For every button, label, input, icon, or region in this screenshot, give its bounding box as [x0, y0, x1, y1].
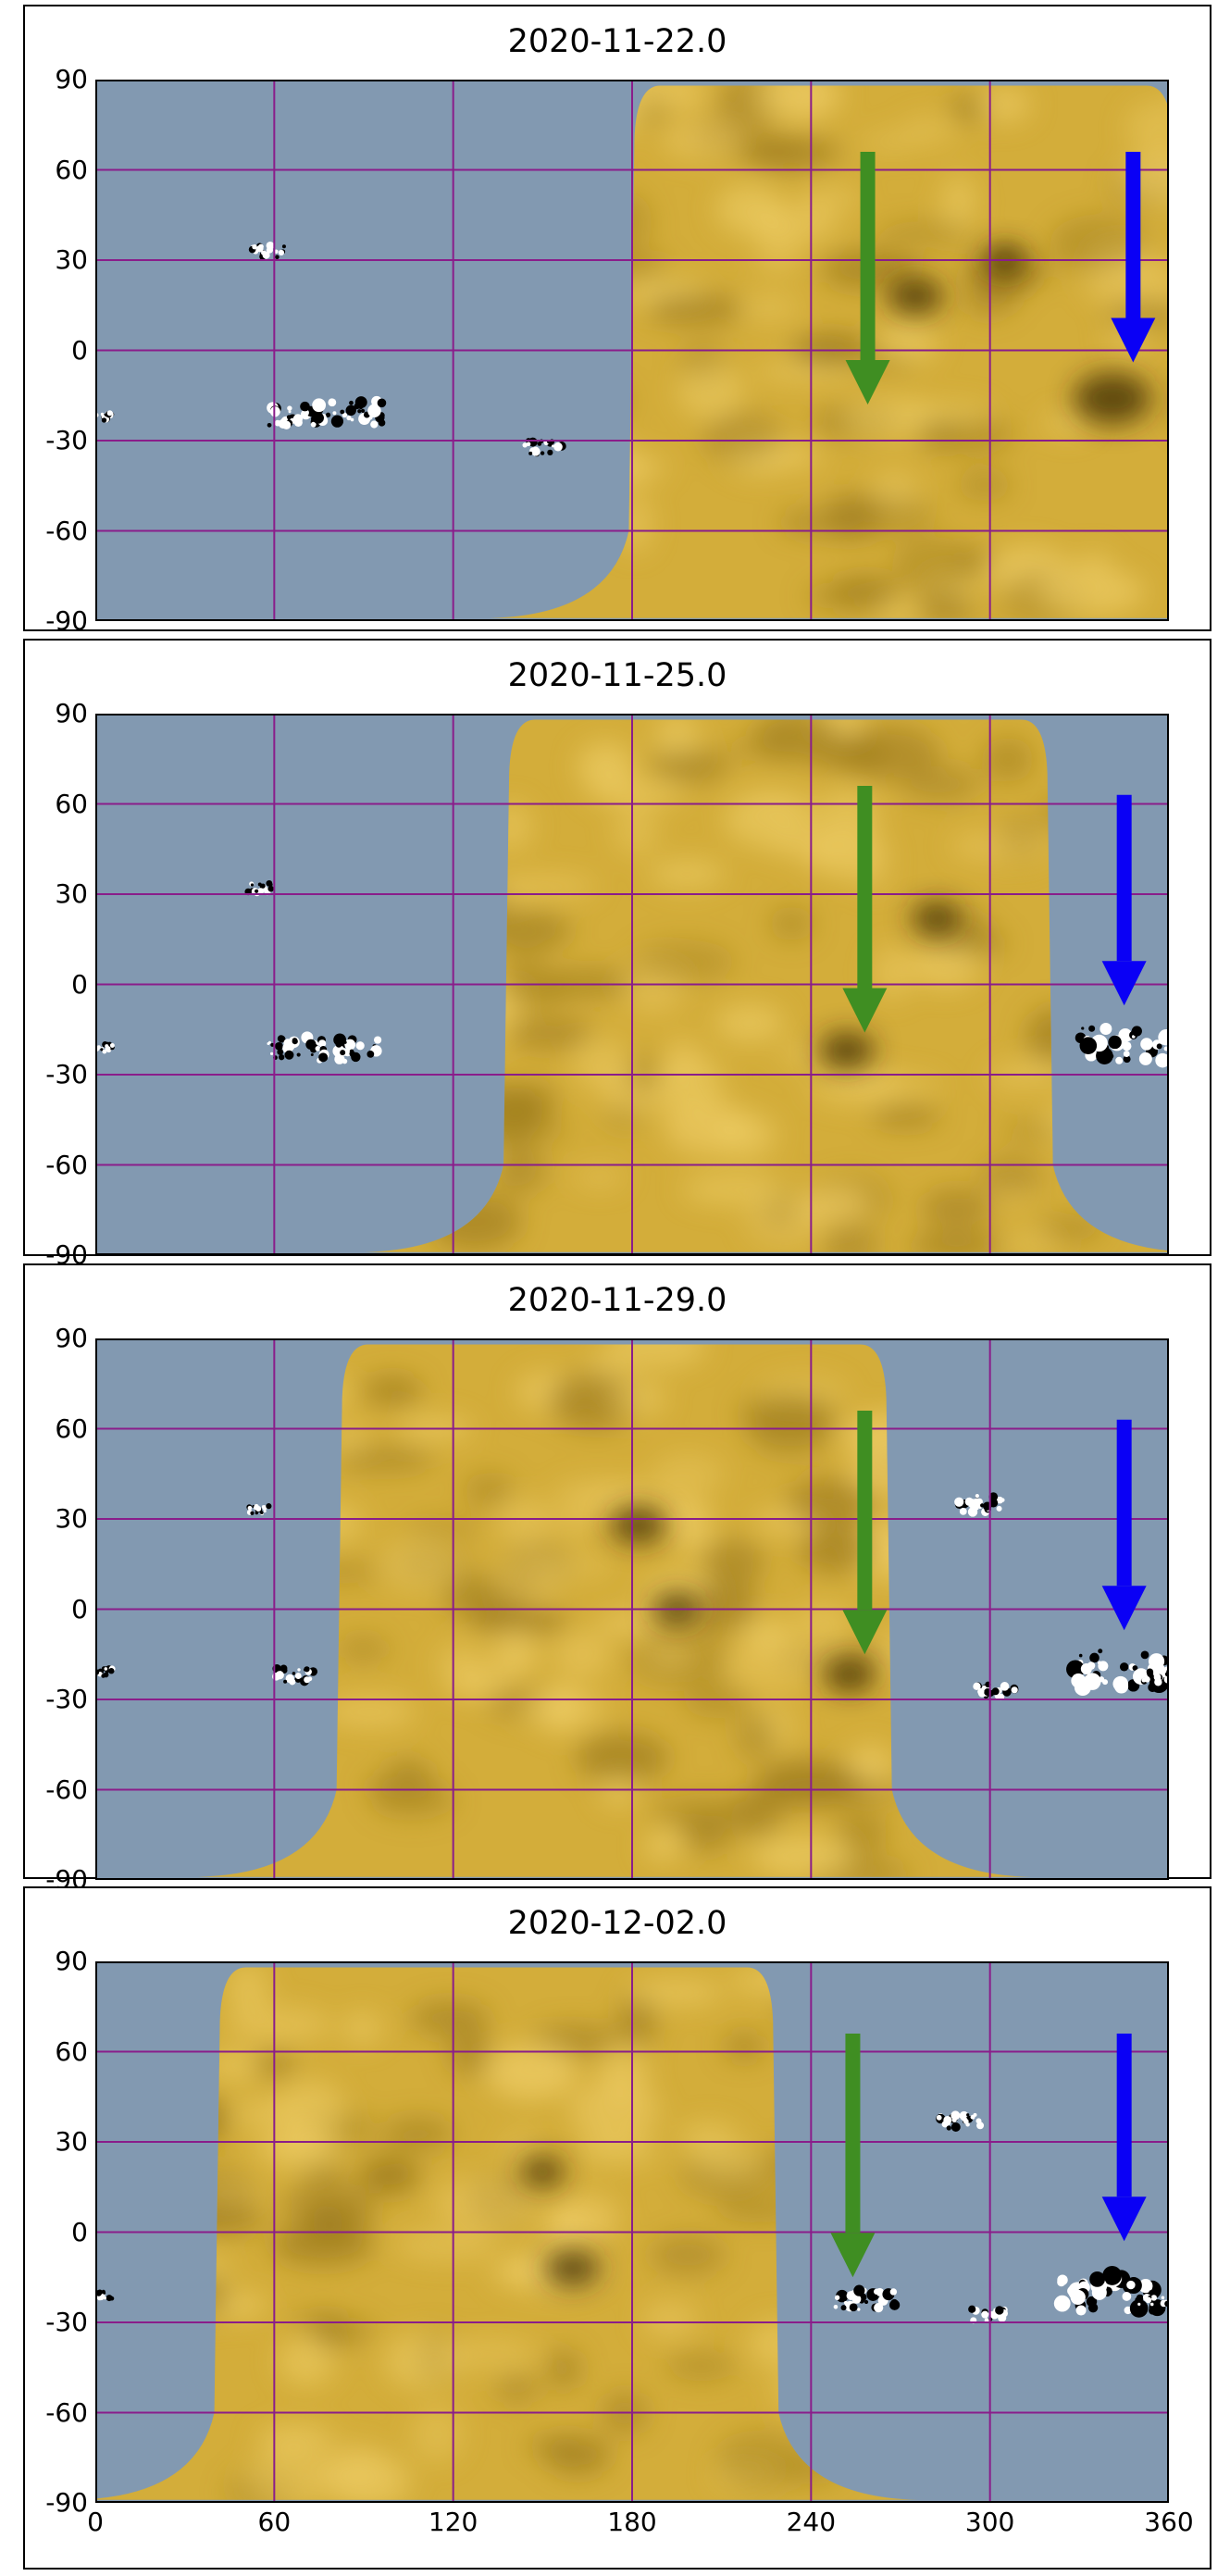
axes-frame: [95, 1338, 1169, 1880]
green-arrow: [842, 786, 888, 1033]
map-panel: 2020-12-02.0 90 60 30 0 -30 -60 -90 0 60 120 180 240…: [23, 1886, 1211, 2570]
x-tick-label: 0: [87, 2507, 104, 2537]
panel-title: 2020-12-02.0: [507, 1905, 727, 1942]
green-arrow: [830, 2034, 876, 2278]
x-tick-label: 120: [428, 2507, 478, 2537]
farside-dark-region: [888, 278, 944, 315]
axes-frame: [95, 80, 1169, 621]
blue-arrow: [1101, 794, 1147, 1006]
farside-dark-region: [520, 2157, 565, 2187]
grid-lines: [95, 1338, 1169, 1880]
map-panel: 2020-11-29.0 90 60 30 0 -30 -60 -90: [23, 1263, 1211, 1895]
farside-dark-region: [544, 2249, 601, 2287]
y-tick-label: 90: [55, 698, 88, 728]
y-tick-label: 60: [55, 1412, 88, 1444]
farside-dark-region: [819, 1032, 875, 1069]
panel-title: 2020-11-25.0: [507, 657, 727, 694]
y-tick-label: 30: [55, 2126, 88, 2157]
x-tick-label: 60: [257, 2507, 292, 2537]
green-arrow: [845, 152, 890, 404]
active-region: [267, 1031, 326, 1061]
y-tick-label: 60: [55, 2035, 88, 2067]
y-tick-label: 0: [71, 334, 88, 366]
y-tick-label: 30: [55, 244, 88, 275]
synoptic-map: [95, 1338, 1169, 1880]
x-tick-label: 180: [607, 2507, 657, 2537]
blue-arrow: [1111, 152, 1156, 363]
grid-lines: [95, 80, 1169, 621]
blue-arrow: [1101, 1419, 1147, 1631]
blue-arrow: [1101, 2034, 1147, 2242]
axes-frame: [95, 714, 1169, 1255]
farside-dark-region: [825, 1659, 876, 1692]
y-tick-label: -30: [45, 2307, 88, 2337]
farside-dark-region: [1073, 372, 1151, 425]
map-panel: 2020-11-25.0 90 60 30 0 -30 -60 -90: [23, 639, 1211, 1270]
axes-frame: [95, 1961, 1169, 2503]
active-region: [1075, 1023, 1169, 1068]
green-arrow: [842, 1411, 888, 1655]
active-region: [968, 2305, 1008, 2324]
y-tick-label: -60: [45, 515, 88, 546]
x-tick-label: 240: [786, 2507, 837, 2537]
y-tick-label: 0: [71, 1593, 88, 1624]
active-region: [317, 1033, 382, 1064]
y-tick-label: -30: [45, 1684, 88, 1714]
synoptic-map: [95, 80, 1169, 621]
y-tick-label: -60: [45, 1773, 88, 1805]
y-tick-label: 60: [55, 154, 88, 185]
y-tick-label: 30: [55, 1503, 88, 1534]
panel-title: 2020-11-29.0: [507, 1282, 727, 1319]
active-region: [312, 395, 387, 429]
active-region: [246, 1503, 272, 1516]
x-tick-label: 300: [964, 2507, 1015, 2537]
y-tick-label: 90: [55, 1323, 88, 1353]
panel-title: 2020-11-22.0: [507, 23, 727, 60]
x-tick-label: 360: [1144, 2507, 1194, 2537]
map-panel: 2020-11-22.0 90 60 30 0 -30 -60 -90: [23, 5, 1211, 636]
synoptic-map: [95, 1961, 1169, 2503]
y-tick-label: 90: [55, 64, 88, 94]
farside-dark-region: [911, 902, 962, 935]
active-region: [936, 2110, 985, 2132]
active-region: [1053, 2266, 1166, 2318]
active-region: [95, 1041, 115, 1054]
active-region: [973, 1681, 1019, 1701]
active-region: [248, 241, 286, 260]
y-tick-label: 90: [55, 1946, 88, 1976]
active-region: [954, 1492, 1005, 1517]
y-tick-label: -30: [45, 425, 88, 455]
y-tick-label: -90: [45, 605, 88, 636]
y-tick-label: 30: [55, 878, 88, 909]
active-region: [244, 879, 275, 897]
y-tick-label: 60: [55, 788, 88, 819]
y-tick-label: 0: [71, 968, 88, 1000]
y-tick-label: -90: [45, 2487, 88, 2518]
active-region: [1066, 1649, 1169, 1697]
y-tick-label: -60: [45, 2396, 88, 2428]
synoptic-map: [95, 714, 1169, 1255]
grid-lines: [95, 714, 1169, 1255]
y-tick-label: 0: [71, 2216, 88, 2247]
active-region: [833, 2284, 901, 2313]
grid-lines: [95, 1961, 1169, 2503]
y-tick-label: -60: [45, 1149, 88, 1180]
y-tick-label: -30: [45, 1059, 88, 1089]
farside-dark-region: [610, 1506, 666, 1544]
